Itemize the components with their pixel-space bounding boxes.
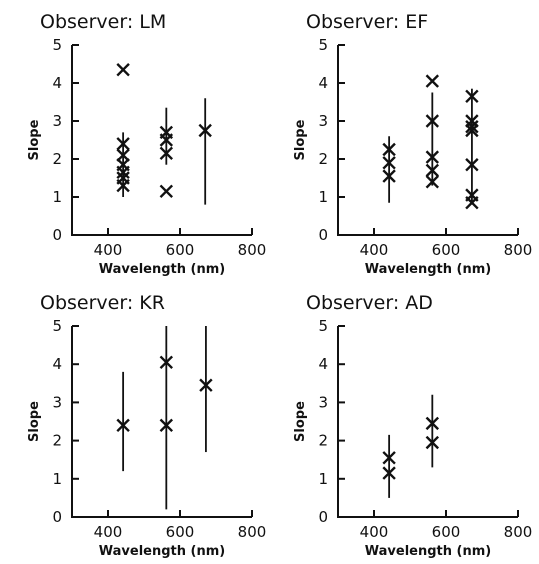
data-point <box>465 120 479 134</box>
data-point <box>425 150 440 164</box>
y-tick-label: 2 <box>52 432 62 450</box>
data-point <box>465 89 479 103</box>
y-tick-label: 0 <box>52 226 62 244</box>
x-tick-label: 800 <box>504 523 533 541</box>
data-point <box>425 114 440 128</box>
chart-title: Observer: EF <box>306 11 428 33</box>
data-point <box>425 416 440 431</box>
x-axis-label: Wavelength (nm) <box>365 544 491 559</box>
x-tick-label: 400 <box>360 523 389 541</box>
chart-panel-2: Observer: EF 0 1 2 3 4 5 400 600 800 Wavelength (n… <box>293 11 532 277</box>
y-tick-label: 4 <box>52 74 62 92</box>
y-tick-label: 5 <box>52 36 62 54</box>
data-point <box>159 355 174 369</box>
data-point <box>425 163 440 178</box>
y-tick-label: 0 <box>318 508 328 526</box>
data-point <box>425 435 440 450</box>
data-point <box>116 178 130 193</box>
y-tick-label: 2 <box>318 432 328 450</box>
data-point <box>425 74 440 88</box>
x-tick-label: 800 <box>504 241 533 259</box>
x-axis-label: Wavelength (nm) <box>99 544 225 559</box>
y-tick-label: 0 <box>52 508 62 526</box>
chart-axes <box>337 45 518 236</box>
y-tick-label: 4 <box>318 355 328 373</box>
chart-panel-1: Observer: LM 0 1 2 3 4 5 400 600 800 Wavelength (n… <box>27 11 266 277</box>
chart-panel-3: Observer: KR 0 1 2 3 4 5 400 600 800 Wavelength (n… <box>27 292 266 559</box>
y-tick-label: 3 <box>318 393 328 411</box>
data-point <box>159 133 174 147</box>
chart-panel-4: Observer: AD 0 1 2 3 4 5 400 600 800 Wavelength (n… <box>293 292 532 559</box>
y-tick-label: 1 <box>52 188 62 206</box>
data-point <box>198 123 212 138</box>
y-tick-label: 1 <box>318 470 328 488</box>
data-point <box>382 156 396 170</box>
y-tick-label: 4 <box>318 74 328 92</box>
y-tick-label: 2 <box>52 150 62 168</box>
data-point <box>159 184 174 198</box>
x-tick-label: 600 <box>432 523 461 541</box>
chart-title: Observer: LM <box>40 11 166 33</box>
chart-title: Observer: AD <box>306 292 433 314</box>
chart-axes <box>71 45 252 236</box>
y-axis-label: Slope <box>27 119 42 160</box>
y-tick-label: 2 <box>318 150 328 168</box>
y-tick-label: 1 <box>318 188 328 206</box>
y-axis-label: Slope <box>293 401 308 442</box>
data-point <box>382 466 396 480</box>
data-point <box>382 142 396 157</box>
data-point <box>116 63 130 77</box>
data-point <box>382 169 396 183</box>
y-tick-label: 0 <box>318 226 328 244</box>
y-tick-label: 5 <box>52 317 62 335</box>
data-point <box>382 451 396 465</box>
data-point <box>199 378 213 392</box>
data-point <box>159 146 174 160</box>
data-point <box>116 137 130 151</box>
x-tick-label: 400 <box>360 241 389 259</box>
y-tick-label: 5 <box>318 36 328 54</box>
y-tick-label: 4 <box>52 355 62 373</box>
x-axis-label: Wavelength (nm) <box>99 262 225 277</box>
chart-title: Observer: KR <box>40 292 165 314</box>
x-tick-label: 800 <box>238 523 267 541</box>
x-tick-label: 600 <box>166 241 195 259</box>
y-axis-label: Slope <box>293 119 308 160</box>
data-point <box>116 148 130 162</box>
y-tick-label: 3 <box>52 112 62 130</box>
y-tick-label: 1 <box>52 470 62 488</box>
x-tick-label: 600 <box>432 241 461 259</box>
x-tick-label: 400 <box>94 241 123 259</box>
x-tick-label: 800 <box>238 241 267 259</box>
chart-axes <box>337 326 518 518</box>
x-tick-label: 600 <box>166 523 195 541</box>
y-tick-label: 5 <box>318 317 328 335</box>
data-point <box>465 196 479 210</box>
data-point <box>425 175 440 189</box>
y-tick-label: 3 <box>52 393 62 411</box>
y-tick-label: 3 <box>318 112 328 130</box>
x-axis-label: Wavelength (nm) <box>365 262 491 277</box>
data-point <box>116 418 130 433</box>
data-point <box>465 123 479 138</box>
data-point <box>159 418 174 433</box>
x-tick-label: 400 <box>94 523 123 541</box>
y-axis-label: Slope <box>27 401 42 442</box>
data-point <box>465 158 479 172</box>
